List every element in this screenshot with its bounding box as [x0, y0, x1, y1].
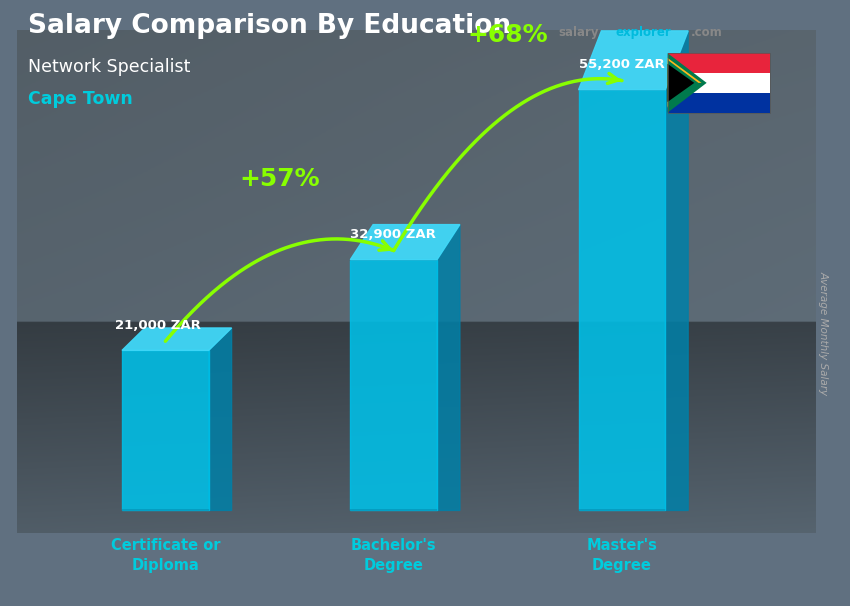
Polygon shape — [666, 31, 689, 510]
Text: Average Monthly Salary: Average Monthly Salary — [819, 271, 829, 395]
Text: explorer: explorer — [615, 27, 671, 39]
Polygon shape — [667, 58, 701, 108]
Polygon shape — [122, 350, 209, 510]
Text: 32,900 ZAR: 32,900 ZAR — [350, 228, 436, 241]
Text: Salary Comparison By Education: Salary Comparison By Education — [28, 13, 512, 39]
Bar — [667, 53, 770, 113]
Polygon shape — [579, 31, 688, 90]
Text: Certificate or
Diploma: Certificate or Diploma — [110, 538, 220, 573]
Bar — [667, 53, 770, 73]
Text: Network Specialist: Network Specialist — [28, 58, 190, 76]
Polygon shape — [209, 328, 231, 510]
Text: 21,000 ZAR: 21,000 ZAR — [115, 319, 201, 332]
Bar — [667, 73, 770, 93]
Text: Master's
Degree: Master's Degree — [586, 538, 657, 573]
Text: salary: salary — [558, 27, 598, 39]
Polygon shape — [579, 90, 666, 510]
Text: .com: .com — [690, 27, 722, 39]
Polygon shape — [667, 64, 694, 102]
Polygon shape — [667, 53, 706, 113]
Polygon shape — [122, 328, 231, 350]
Text: +57%: +57% — [239, 167, 320, 191]
Polygon shape — [350, 260, 437, 510]
Text: Bachelor's
Degree: Bachelor's Degree — [351, 538, 437, 573]
Polygon shape — [350, 225, 460, 260]
Text: +68%: +68% — [468, 22, 548, 47]
Text: 55,200 ZAR: 55,200 ZAR — [579, 58, 665, 72]
Bar — [667, 93, 770, 113]
Text: Cape Town: Cape Town — [28, 90, 133, 108]
Polygon shape — [437, 225, 460, 510]
